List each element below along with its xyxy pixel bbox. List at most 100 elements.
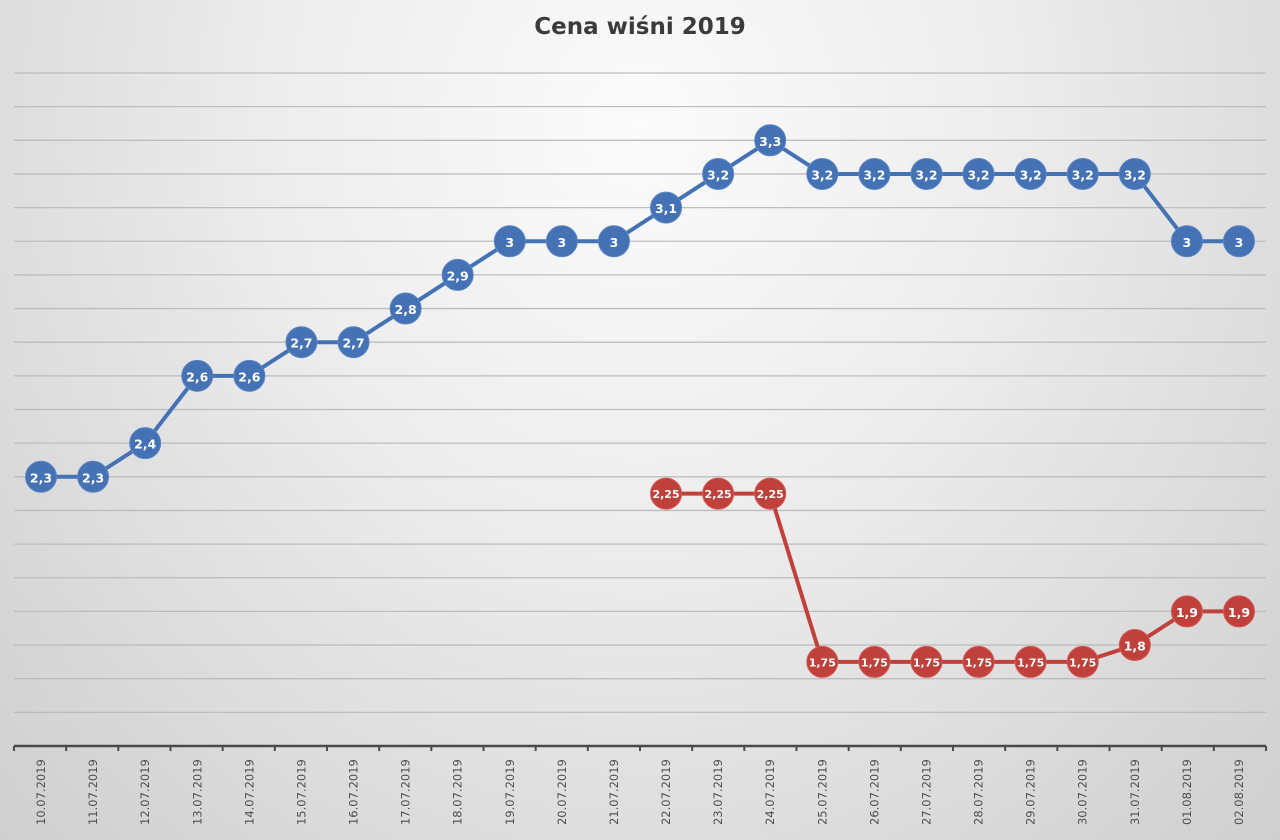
data-point-label: 2,7 xyxy=(342,336,364,351)
data-point-label: 3,1 xyxy=(655,201,677,216)
x-tick-label: 30.07.2019 xyxy=(1076,759,1090,825)
data-point-label: 2,8 xyxy=(395,302,417,317)
x-tick-label: 23.07.2019 xyxy=(711,759,725,825)
data-point-marker xyxy=(1118,629,1151,662)
data-point-marker xyxy=(910,645,943,678)
data-point-marker xyxy=(1066,157,1099,190)
data-point-label: 3 xyxy=(610,235,619,250)
x-tick-label: 24.07.2019 xyxy=(763,759,777,825)
data-point-marker xyxy=(129,427,162,460)
data-point-marker xyxy=(702,157,735,190)
data-point-marker xyxy=(754,124,787,157)
data-point-marker xyxy=(337,326,370,359)
data-point-marker xyxy=(754,477,787,510)
data-point-label: 3,2 xyxy=(707,167,729,182)
data-point-label: 1,75 xyxy=(1069,656,1096,669)
x-tick-label: 13.07.2019 xyxy=(190,759,204,825)
series-blue: 2,3 2,3 2,4 2,6 2,6 2,7 2,7 2,8 2,9 3 3 3 3,1 3,2 3,3 3… xyxy=(25,124,1255,493)
data-point-label: 2,7 xyxy=(290,336,312,351)
data-point-marker xyxy=(545,225,578,258)
data-point-marker xyxy=(181,359,214,392)
data-point-marker xyxy=(650,477,683,510)
data-point-marker xyxy=(858,645,891,678)
data-point-label: 3 xyxy=(505,235,514,250)
data-point-marker xyxy=(441,258,474,291)
x-tick-label: 27.07.2019 xyxy=(919,759,933,825)
data-point-label: 3,2 xyxy=(1124,167,1146,182)
data-point-label: 3 xyxy=(1235,235,1244,250)
data-point-label: 3 xyxy=(1183,235,1192,250)
data-point-marker xyxy=(1223,225,1255,258)
data-point-marker xyxy=(1170,225,1203,258)
x-tick-label: 18.07.2019 xyxy=(451,759,465,825)
data-point-marker xyxy=(858,157,891,190)
x-tick-label: 12.07.2019 xyxy=(138,759,152,825)
x-tick-label: 25.07.2019 xyxy=(815,759,829,825)
data-point-label: 1,75 xyxy=(965,656,992,669)
data-point-label: 3,2 xyxy=(967,167,989,182)
chart-title: Cena wiśni 2019 xyxy=(534,14,746,40)
x-tick-label: 17.07.2019 xyxy=(399,759,413,825)
x-tick-label: 28.07.2019 xyxy=(972,759,986,825)
data-point-marker xyxy=(597,225,630,258)
data-point-label: 1,9 xyxy=(1176,605,1198,620)
data-point-marker xyxy=(1170,595,1203,628)
data-point-marker xyxy=(1118,157,1151,190)
data-point-marker xyxy=(77,460,110,493)
data-point-label: 3,2 xyxy=(1072,167,1094,182)
data-point-label: 3,2 xyxy=(811,167,833,182)
x-axis: 10.07.2019 11.07.2019 12.07.2019 13.07.2019… xyxy=(13,744,1267,825)
data-point-label: 1,75 xyxy=(861,656,888,669)
data-point-marker xyxy=(1066,645,1099,678)
data-point-label: 2,6 xyxy=(186,369,208,384)
x-tick-label: 26.07.2019 xyxy=(867,759,881,825)
data-point-marker xyxy=(493,225,526,258)
x-tick-label: 11.07.2019 xyxy=(86,759,100,825)
data-point-label: 3,3 xyxy=(759,134,781,149)
x-tick-label: 02.08.2019 xyxy=(1232,759,1246,825)
x-tick-label: 14.07.2019 xyxy=(242,759,256,825)
data-point-label: 1,75 xyxy=(1017,656,1044,669)
data-point-marker xyxy=(285,326,318,359)
series-red: 2,25 2,25 2,25 1,75 1,75 1,75 1,75 1,75 1,75 1,8 1… xyxy=(650,477,1255,678)
data-point-marker xyxy=(962,157,995,190)
data-point-label: 3,2 xyxy=(863,167,885,182)
data-point-marker xyxy=(910,157,943,190)
data-point-marker xyxy=(389,292,422,325)
x-tick-label: 19.07.2019 xyxy=(503,759,517,825)
data-point-marker xyxy=(1223,595,1255,628)
data-point-label: 2,6 xyxy=(238,369,260,384)
data-point-label: 3,2 xyxy=(915,167,937,182)
data-point-label: 1,8 xyxy=(1124,639,1146,654)
data-point-marker xyxy=(1014,157,1047,190)
data-point-label: 1,75 xyxy=(913,656,940,669)
data-point-marker xyxy=(233,359,266,392)
data-point-label: 1,9 xyxy=(1228,605,1250,620)
data-point-label: 2,25 xyxy=(757,488,784,501)
x-tick-label: 01.08.2019 xyxy=(1180,759,1194,825)
data-point-label: 2,25 xyxy=(652,488,679,501)
data-point-marker xyxy=(702,477,735,510)
data-point-label: 3,2 xyxy=(1020,167,1042,182)
data-point-marker xyxy=(806,645,839,678)
data-point-marker xyxy=(25,460,57,493)
data-point-label: 2,3 xyxy=(82,470,104,485)
data-point-label: 1,75 xyxy=(809,656,836,669)
data-point-marker xyxy=(650,191,683,224)
data-point-marker xyxy=(962,645,995,678)
data-point-label: 2,9 xyxy=(447,268,469,283)
x-tick-label: 21.07.2019 xyxy=(607,759,621,825)
x-tick-label: 22.07.2019 xyxy=(659,759,673,825)
x-tick-label: 31.07.2019 xyxy=(1128,759,1142,825)
data-point-label: 2,4 xyxy=(134,437,156,452)
data-point-label: 2,3 xyxy=(30,470,52,485)
data-point-marker xyxy=(806,157,839,190)
data-point-label: 2,25 xyxy=(705,488,732,501)
x-tick-label: 15.07.2019 xyxy=(294,759,308,825)
data-point-marker xyxy=(1014,645,1047,678)
x-tick-label: 20.07.2019 xyxy=(555,759,569,825)
data-point-label: 3 xyxy=(558,235,567,250)
x-tick-label: 16.07.2019 xyxy=(347,759,361,825)
x-tick-label: 29.07.2019 xyxy=(1024,759,1038,825)
